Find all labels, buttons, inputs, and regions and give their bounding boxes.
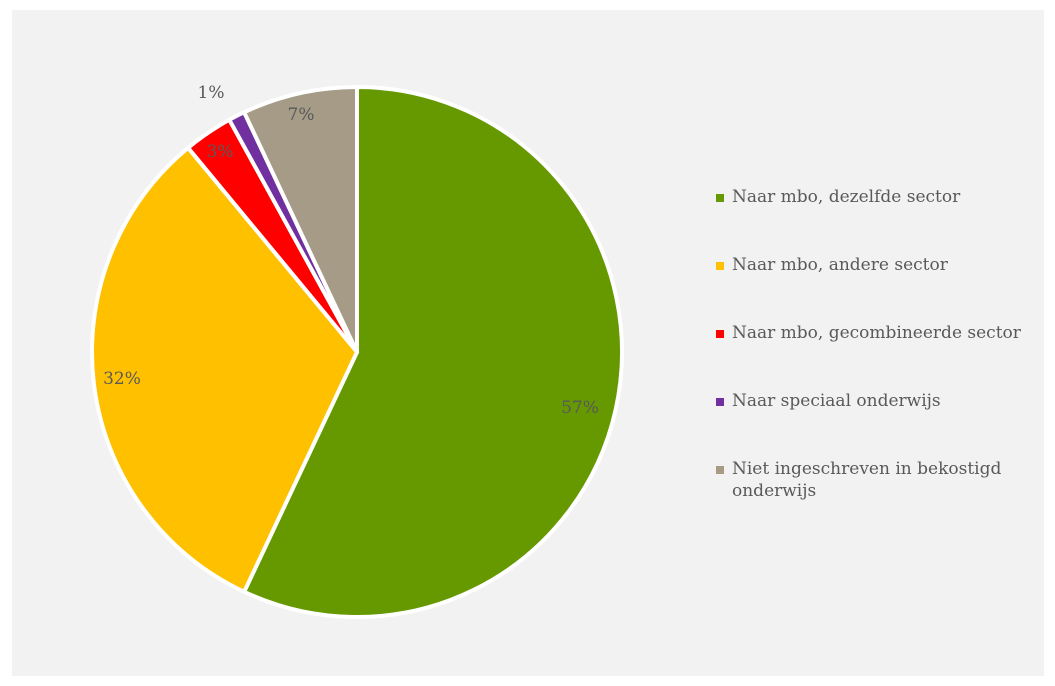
label-niet-ingeschreven: 7%: [288, 105, 315, 125]
slice-dezelfde-sector: [242, 85, 624, 619]
legend-label: Naar mbo, gecombineerde sector: [732, 323, 1021, 343]
legend-item-dezelfde-sector: Naar mbo, dezelfde sector: [714, 186, 1044, 208]
label-andere-sector: 32%: [103, 369, 141, 389]
legend-item-gecombineerde-sector: Naar mbo, gecombineerde sector: [714, 322, 1044, 344]
label-gecombineerde-sector: 3%: [207, 142, 234, 162]
legend-swatch: [716, 330, 724, 338]
legend-label: Niet ingeschreven in bekostigd onderwijs: [732, 459, 1002, 501]
legend-swatch: [716, 398, 724, 406]
slice-andere-sector: [90, 145, 359, 594]
label-dezelfde-sector: 57%: [561, 398, 599, 418]
legend: Naar mbo, dezelfde sector Naar mbo, ande…: [714, 186, 1044, 502]
legend-label: Naar speciaal onderwijs: [732, 391, 941, 411]
legend-swatch: [716, 466, 724, 474]
legend-label: Naar mbo, dezelfde sector: [732, 187, 961, 207]
legend-item-andere-sector: Naar mbo, andere sector: [714, 254, 1044, 276]
legend-item-niet-ingeschreven: Niet ingeschreven in bekostigd onderwijs: [714, 458, 1044, 502]
legend-swatch: [716, 194, 724, 202]
legend-item-speciaal-onderwijs: Naar speciaal onderwijs: [714, 390, 1044, 412]
legend-swatch: [716, 262, 724, 270]
label-speciaal-onderwijs: 1%: [198, 83, 225, 103]
legend-label: Naar mbo, andere sector: [732, 255, 948, 275]
slice-niet-ingeschreven: [242, 85, 359, 354]
